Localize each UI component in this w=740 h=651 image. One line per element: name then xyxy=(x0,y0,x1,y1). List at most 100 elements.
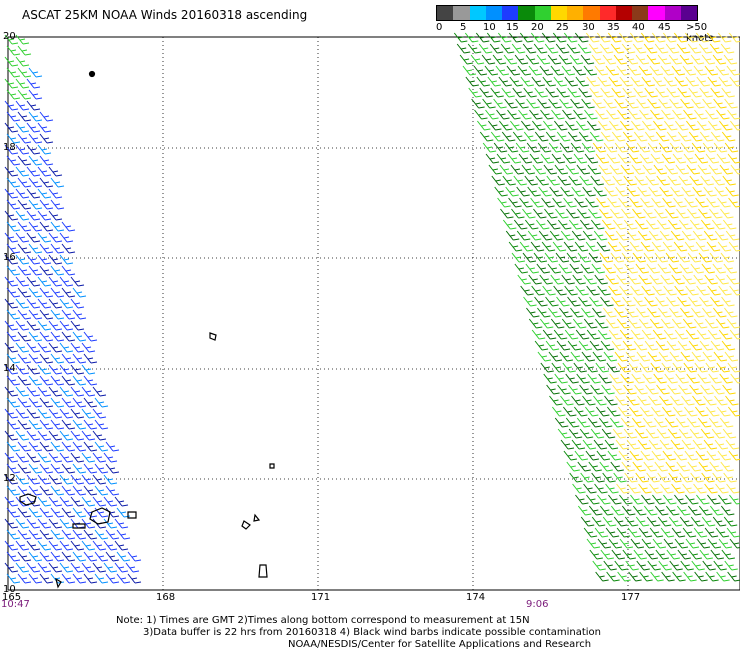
wind-barb xyxy=(590,384,604,395)
wind-barb xyxy=(648,230,663,241)
wind-barb xyxy=(551,109,565,120)
wind-barb xyxy=(103,496,118,507)
wind-barb xyxy=(594,527,609,538)
wind-barb xyxy=(502,219,517,230)
wind-barb xyxy=(658,142,673,153)
wind-barb xyxy=(647,98,661,109)
wind-barb xyxy=(725,395,739,406)
legend-color-cell xyxy=(485,6,502,20)
wind-barb xyxy=(28,507,43,518)
wind-barb xyxy=(556,296,570,307)
wind-barb xyxy=(714,395,728,406)
wind-barb xyxy=(596,32,611,43)
wind-barb xyxy=(704,274,718,285)
island-outline xyxy=(253,513,261,522)
wind-barb xyxy=(685,76,699,87)
wind-barb xyxy=(570,307,584,318)
wind-barb xyxy=(597,329,612,340)
island-outline xyxy=(19,493,37,506)
wind-barb xyxy=(549,230,564,241)
wind-barb xyxy=(688,340,703,351)
wind-barb xyxy=(4,518,19,529)
wind-barb xyxy=(39,529,54,540)
wind-barb xyxy=(48,496,63,507)
wind-barb xyxy=(567,340,582,351)
wind-barb xyxy=(640,241,655,252)
wind-barb xyxy=(607,450,621,461)
wind-barb xyxy=(17,243,32,254)
wind-barb xyxy=(70,364,85,375)
wind-barb xyxy=(487,120,502,131)
wind-barb xyxy=(666,87,680,98)
wind-barb xyxy=(718,76,732,87)
wind-barb xyxy=(578,340,593,351)
wind-barb xyxy=(127,551,142,562)
wind-barb xyxy=(716,109,730,120)
wind-barb xyxy=(4,342,19,353)
wind-barb xyxy=(672,406,687,417)
wind-barb xyxy=(618,197,632,208)
wind-barb xyxy=(37,386,52,397)
wind-barb xyxy=(39,133,54,144)
wind-barb xyxy=(105,463,120,474)
wind-barb xyxy=(544,208,558,219)
wind-barb xyxy=(593,439,608,450)
legend-tick-label: 10 xyxy=(483,22,496,33)
wind-barb xyxy=(657,516,672,527)
wind-barb xyxy=(26,562,41,573)
wind-barb xyxy=(600,87,614,98)
wind-barb xyxy=(511,208,525,219)
wind-barb xyxy=(103,540,118,551)
wind-barb xyxy=(48,386,63,397)
wind-barb xyxy=(642,164,657,175)
wind-barb xyxy=(552,241,567,252)
wind-barb xyxy=(72,375,87,386)
wind-barb xyxy=(662,241,677,252)
wind-barb xyxy=(612,384,626,395)
wind-barb xyxy=(582,230,597,241)
wind-barb xyxy=(28,309,43,320)
wind-barb xyxy=(481,54,496,65)
wind-barb xyxy=(711,384,725,395)
wind-barb xyxy=(687,461,701,472)
wind-barb xyxy=(515,98,529,109)
wind-barb xyxy=(570,142,585,153)
wind-barb xyxy=(59,232,74,243)
wind-barb xyxy=(656,175,670,186)
wind-barb xyxy=(645,175,659,186)
wind-barb xyxy=(646,263,660,274)
wind-barb xyxy=(547,263,561,274)
wind-barb xyxy=(577,461,591,472)
wind-barb xyxy=(630,120,645,131)
wind-barb xyxy=(635,472,649,483)
longitude-label: 165 xyxy=(2,592,22,603)
wind-barb xyxy=(4,452,19,463)
wind-barb xyxy=(26,232,41,243)
wind-barb xyxy=(615,395,629,406)
wind-barb xyxy=(50,441,65,452)
wind-barb xyxy=(83,529,98,540)
longitude-label: 168 xyxy=(156,592,176,603)
wind-barb xyxy=(48,232,63,243)
wind-barb xyxy=(636,142,651,153)
left-swath-time: 10:47 xyxy=(1,599,30,610)
wind-barb xyxy=(660,318,675,329)
wind-barb xyxy=(565,164,580,175)
wind-barb xyxy=(607,32,622,43)
wind-barb xyxy=(39,485,54,496)
wind-barb xyxy=(59,474,74,485)
wind-barb xyxy=(546,219,561,230)
wind-barb xyxy=(92,540,107,551)
wind-barb xyxy=(61,573,76,584)
wind-barb xyxy=(698,252,713,263)
wind-barb xyxy=(114,518,129,529)
wind-barb xyxy=(6,353,21,364)
wind-barb xyxy=(728,197,740,208)
wind-barb xyxy=(6,89,21,100)
wind-barb xyxy=(508,197,522,208)
wind-barb xyxy=(643,505,658,516)
wind-barb xyxy=(501,131,516,142)
latitude-label: 16 xyxy=(3,252,16,263)
wind-barb xyxy=(48,540,63,551)
wind-barb xyxy=(616,318,631,329)
